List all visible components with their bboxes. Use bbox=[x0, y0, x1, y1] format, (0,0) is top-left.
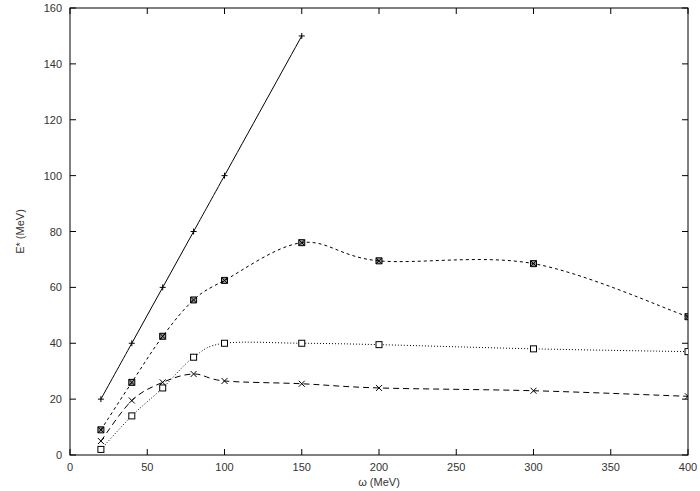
x-tick-top bbox=[610, 8, 611, 14]
x-tick bbox=[610, 449, 611, 455]
series-marker bbox=[299, 381, 305, 387]
y-tick-label: 100 bbox=[44, 170, 62, 182]
series-line bbox=[101, 36, 302, 399]
y-tick-label: 0 bbox=[56, 449, 62, 461]
y-tick bbox=[70, 399, 76, 400]
x-tick-label: 300 bbox=[524, 461, 542, 473]
x-tick-top bbox=[224, 8, 225, 14]
x-tick bbox=[688, 449, 689, 455]
y-tick bbox=[70, 287, 76, 288]
y-tick bbox=[70, 343, 76, 344]
y-tick bbox=[70, 8, 76, 9]
y-tick-right bbox=[682, 287, 688, 288]
y-tick-label: 20 bbox=[50, 393, 62, 405]
series-marker bbox=[299, 33, 305, 39]
series-marker bbox=[129, 398, 135, 404]
x-tick bbox=[70, 449, 71, 455]
series-marker bbox=[160, 333, 166, 339]
series-marker bbox=[685, 314, 688, 320]
series-marker bbox=[160, 385, 166, 391]
x-tick-label: 50 bbox=[141, 461, 153, 473]
y-tick-label: 160 bbox=[44, 2, 62, 14]
series-marker bbox=[222, 277, 228, 283]
x-tick bbox=[456, 449, 457, 455]
x-tick-label: 100 bbox=[215, 461, 233, 473]
x-tick-label: 150 bbox=[293, 461, 311, 473]
x-tick-top bbox=[379, 8, 380, 14]
series-marker bbox=[98, 396, 104, 402]
series-marker bbox=[191, 354, 197, 360]
y-tick-right bbox=[682, 8, 688, 9]
y-tick-label: 140 bbox=[44, 58, 62, 70]
series-marker bbox=[129, 413, 135, 419]
y-tick-label: 120 bbox=[44, 114, 62, 126]
x-tick-top bbox=[688, 8, 689, 14]
y-tick-label: 60 bbox=[50, 281, 62, 293]
series-marker bbox=[299, 240, 305, 246]
series-marker bbox=[191, 229, 197, 235]
series-marker bbox=[160, 284, 166, 290]
x-tick-top bbox=[533, 8, 534, 14]
series-marker bbox=[160, 379, 166, 385]
y-tick-label: 40 bbox=[50, 337, 62, 349]
x-tick-label: 0 bbox=[67, 461, 73, 473]
series-marker bbox=[191, 297, 197, 303]
x-axis-label: ω (MeV) bbox=[358, 476, 400, 488]
x-tick bbox=[147, 449, 148, 455]
series-marker bbox=[129, 379, 135, 385]
y-tick-right bbox=[682, 455, 688, 456]
x-tick bbox=[533, 449, 534, 455]
series-marker bbox=[376, 258, 382, 264]
series-marker bbox=[222, 378, 228, 384]
x-tick bbox=[301, 449, 302, 455]
series-marker bbox=[531, 261, 537, 267]
x-tick-top bbox=[301, 8, 302, 14]
y-tick-right bbox=[682, 119, 688, 120]
series-marker bbox=[98, 438, 104, 444]
y-tick bbox=[70, 231, 76, 232]
series-marker bbox=[299, 340, 305, 346]
y-tick bbox=[70, 455, 76, 456]
x-tick-label: 400 bbox=[679, 461, 697, 473]
series-marker bbox=[222, 173, 228, 179]
x-tick-top bbox=[456, 8, 457, 14]
series-marker bbox=[685, 393, 688, 399]
x-tick-label: 250 bbox=[447, 461, 465, 473]
y-tick bbox=[70, 119, 76, 120]
y-tick-right bbox=[682, 175, 688, 176]
y-tick-right bbox=[682, 231, 688, 232]
x-tick-label: 350 bbox=[602, 461, 620, 473]
plot-data bbox=[98, 33, 688, 452]
y-tick bbox=[70, 175, 76, 176]
series-marker bbox=[376, 385, 382, 391]
series-marker bbox=[531, 346, 537, 352]
series-line bbox=[101, 342, 688, 449]
y-tick-right bbox=[682, 63, 688, 64]
series-marker bbox=[98, 446, 104, 452]
series-marker bbox=[222, 340, 228, 346]
series-marker bbox=[531, 388, 537, 394]
series-line bbox=[101, 242, 688, 430]
series-marker bbox=[98, 427, 104, 433]
x-tick bbox=[224, 449, 225, 455]
y-axis-label: E* (MeV) bbox=[14, 209, 26, 254]
series-marker bbox=[685, 349, 688, 355]
series-line bbox=[101, 374, 688, 441]
y-tick bbox=[70, 63, 76, 64]
series-marker bbox=[376, 342, 382, 348]
series-marker bbox=[129, 340, 135, 346]
series-marker bbox=[191, 371, 197, 377]
plot-frame bbox=[70, 8, 688, 455]
x-tick bbox=[379, 449, 380, 455]
x-tick-label: 200 bbox=[370, 461, 388, 473]
y-tick-right bbox=[682, 343, 688, 344]
chart: 0 50 100 150 200 250 300 350 400 0 20 40 60 80 100 120 1… bbox=[0, 0, 700, 491]
x-tick-top bbox=[70, 8, 71, 14]
x-tick-top bbox=[147, 8, 148, 14]
y-tick-label: 80 bbox=[50, 226, 62, 238]
